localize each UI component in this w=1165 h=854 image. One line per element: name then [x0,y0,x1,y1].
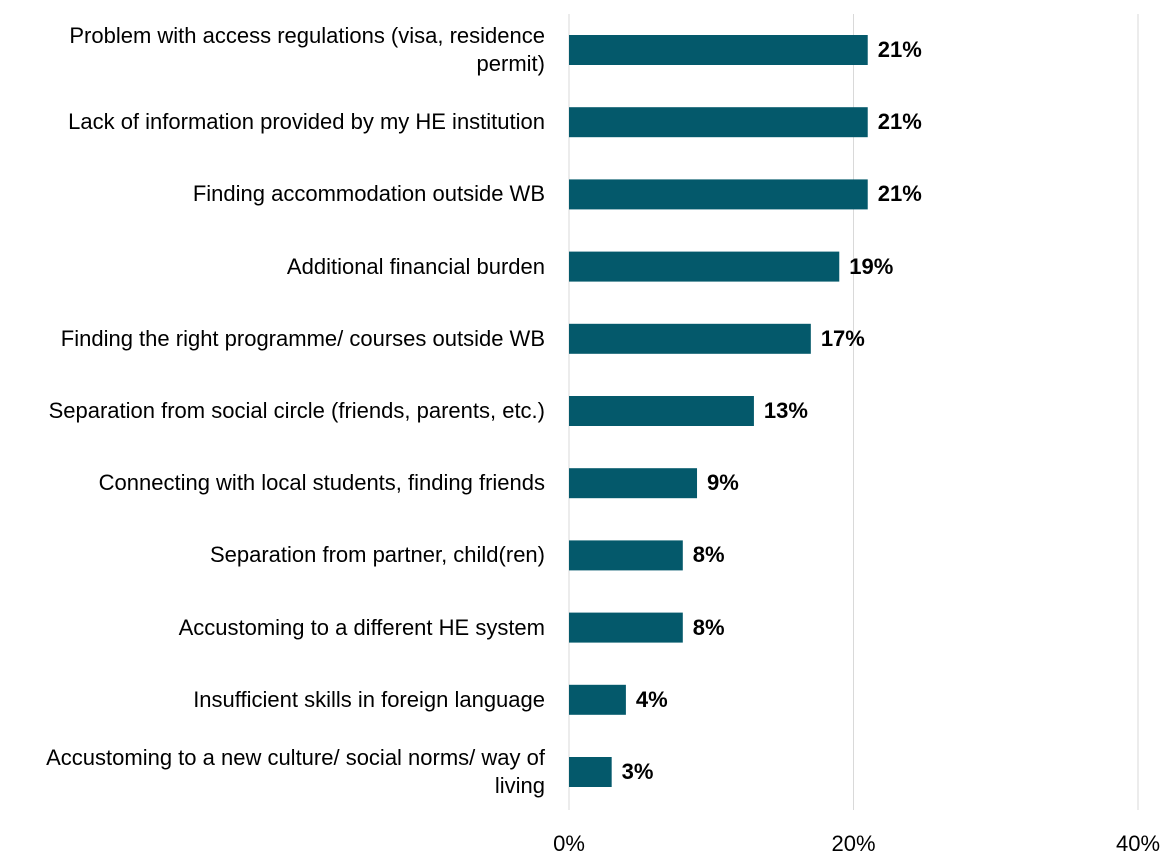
category-label-5: Separation from social circle (friends, … [48,398,545,423]
bar-8 [569,612,683,643]
category-label-1: Lack of information provided by my HE in… [68,109,545,135]
category-label-10: Accustoming to a new culture/ social nor… [46,745,545,798]
category-label-8: Accustoming to a different HE system [178,614,545,640]
bar-10 [569,757,612,787]
value-label-5: 13% [763,398,808,423]
bar-3 [569,251,840,282]
value-label-9: 4% [635,686,668,712]
category-label-2: Finding accommodation outside WB [192,181,545,207]
x-tick-label-1: 20% [831,831,876,854]
bar-1 [569,107,868,138]
category-label-7: Separation from partner, child(ren) [209,542,545,568]
value-label-8: 8% [692,614,725,640]
bar-4 [569,323,811,354]
value-label-7: 8% [692,542,725,568]
x-tick-label-0: 0% [553,831,585,854]
bar-7 [569,540,683,571]
bar-2 [569,179,868,210]
value-label-1: 21% [877,109,922,135]
category-label-6: Connecting with local students, finding … [98,470,545,496]
bar-0 [569,35,868,65]
value-label-0: 21% [877,37,922,62]
category-label-3: Additional financial burden [286,253,545,279]
category-label-0: Problem with access regulations (visa, r… [69,23,545,76]
category-label-4: Finding the right programme/ courses out… [60,325,545,351]
category-label-9: Insufficient skills in foreign language [193,686,545,712]
bar-6 [569,468,698,499]
value-label-3: 19% [849,253,894,279]
bar-9 [569,684,626,715]
value-label-2: 21% [877,181,922,207]
x-tick-label-2: 40% [1115,831,1161,854]
bar-5 [569,396,754,426]
value-label-10: 3% [621,759,654,784]
value-label-6: 9% [707,470,739,496]
value-label-4: 17% [820,325,865,351]
